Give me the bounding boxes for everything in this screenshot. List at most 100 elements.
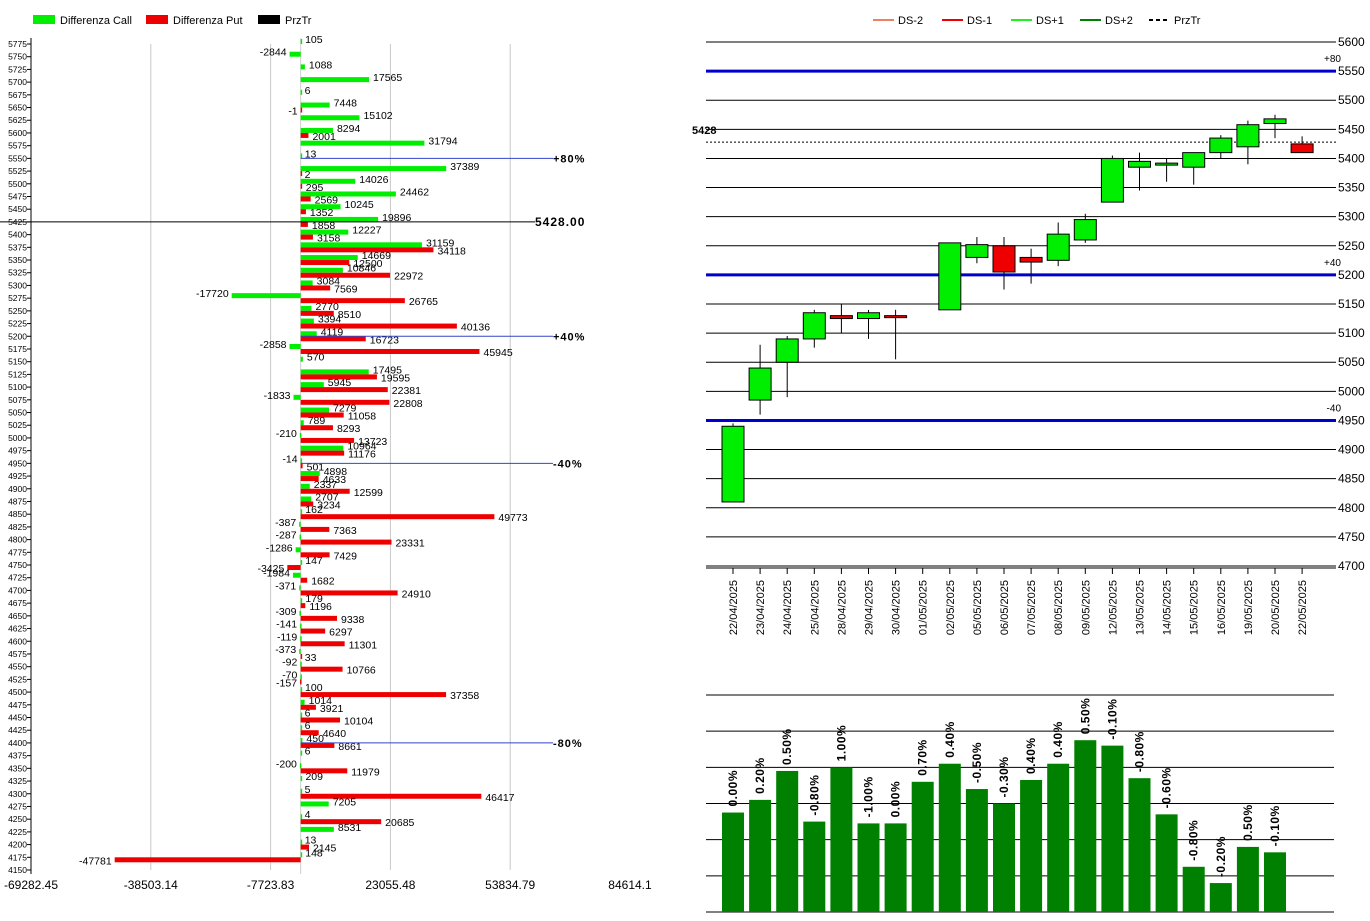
- strike-label: 4300: [8, 789, 27, 799]
- call-value-label: 7448: [334, 98, 358, 110]
- call-bar: [300, 839, 303, 845]
- call-bar: [299, 648, 301, 654]
- call-value-label: 8294: [337, 123, 361, 135]
- put-value-label: 22808: [393, 398, 422, 410]
- put-value-label: 34118: [437, 245, 466, 257]
- call-bar: [300, 382, 324, 388]
- x-tick-label: -38503.14: [124, 878, 178, 892]
- legend-swatch: [33, 15, 55, 24]
- x-tick-label: -7723.83: [247, 878, 295, 892]
- call-value-label: 148: [305, 847, 323, 859]
- strike-label: 4975: [8, 446, 27, 456]
- strike-label: 5150: [8, 357, 27, 367]
- put-bar: [300, 628, 326, 634]
- percent-label: -0.50%: [970, 742, 984, 783]
- percent-bar: [993, 803, 1015, 912]
- call-value-label: 14669: [362, 250, 391, 262]
- date-label: 24/04/2025: [782, 580, 794, 635]
- call-bar: [300, 229, 349, 235]
- call-value-label: 19896: [382, 212, 411, 224]
- put-value-label: 11058: [348, 411, 377, 423]
- put-bar: [300, 285, 331, 291]
- call-value-label: 570: [307, 352, 325, 364]
- put-value-label: 23331: [395, 538, 424, 550]
- put-bar: [300, 793, 482, 799]
- strike-label: 5475: [8, 191, 27, 201]
- put-bar: [300, 399, 390, 405]
- put-value-label: 4640: [323, 728, 347, 740]
- call-value-label: 10245: [345, 199, 374, 211]
- legend-label: Differenza Call: [60, 15, 132, 27]
- strike-label: 4350: [8, 763, 27, 773]
- candle-body: [1019, 256, 1043, 263]
- strike-label: 5025: [8, 420, 27, 430]
- put-value-label: 45945: [483, 347, 512, 359]
- y-tick-label: 4800: [1338, 501, 1365, 515]
- put-bar: [300, 221, 308, 227]
- strike-label: 5200: [8, 331, 27, 341]
- strike-label: 4800: [8, 535, 27, 545]
- put-value-label: 2001: [312, 131, 336, 143]
- call-bar: [300, 216, 379, 222]
- level-label: +40: [1324, 258, 1341, 269]
- put-value-label: 2145: [313, 843, 337, 855]
- date-label: 09/05/2025: [1080, 580, 1092, 635]
- strike-label: 4900: [8, 484, 27, 494]
- call-value-label: 24462: [400, 186, 429, 198]
- candle-body: [857, 312, 880, 320]
- percent-label: 0.40%: [1024, 737, 1038, 774]
- y-tick-label: 5300: [1338, 210, 1365, 224]
- call-value-label: 4: [305, 809, 311, 821]
- call-bar: [300, 166, 447, 172]
- put-bar: [300, 387, 388, 393]
- call-bar: [300, 661, 302, 667]
- y-tick-label: 5100: [1338, 326, 1365, 340]
- marker-label: -80%: [553, 738, 583, 750]
- y-tick-label: 5500: [1338, 93, 1365, 107]
- call-bar: [300, 852, 303, 858]
- percent-label: -0.80%: [807, 775, 821, 816]
- percent-label: 1.00%: [834, 725, 848, 762]
- legend-label: PrzTr: [1174, 15, 1201, 27]
- put-bar: [300, 132, 309, 138]
- call-bar: [300, 140, 425, 146]
- put-value-label: 3158: [317, 233, 341, 245]
- y-tick-label: 5550: [1338, 64, 1365, 78]
- put-bar: [300, 425, 333, 431]
- put-bar: [300, 323, 457, 329]
- strike-label: 4175: [8, 852, 27, 862]
- call-value-label: -210: [276, 428, 297, 440]
- call-bar: [300, 674, 302, 680]
- call-value-label: -200: [276, 758, 297, 770]
- candle-body: [1155, 162, 1179, 166]
- call-value-label: -17720: [196, 288, 229, 300]
- percent-bar: [911, 781, 934, 912]
- call-value-label: 789: [308, 415, 326, 427]
- put-value-label: 3921: [320, 703, 344, 715]
- put-value-label: 24910: [402, 588, 431, 600]
- call-bar: [300, 77, 370, 83]
- candle-body: [1209, 137, 1233, 154]
- put-bar: [300, 704, 316, 710]
- put-value-label: 22972: [394, 271, 423, 283]
- put-bar: [300, 260, 350, 266]
- percent-label: 0.40%: [943, 721, 957, 758]
- date-label: 20/05/2025: [1270, 580, 1282, 635]
- strike-label: 4250: [8, 814, 27, 824]
- call-value-label: 147: [305, 555, 323, 567]
- strike-label: 5075: [8, 395, 27, 405]
- strike-label: 4875: [8, 496, 27, 506]
- date-label: 28/04/2025: [836, 580, 848, 635]
- put-bar: [300, 819, 382, 825]
- call-value-label: 8531: [338, 822, 362, 834]
- call-bar: [289, 51, 301, 57]
- put-bar: [300, 514, 495, 520]
- strike-label: 4500: [8, 687, 27, 697]
- put-bar: [287, 565, 301, 571]
- strike-label: 5525: [8, 166, 27, 176]
- put-bar: [300, 641, 345, 647]
- put-value-label: 2569: [315, 194, 339, 206]
- put-value-label: 20685: [385, 817, 414, 829]
- put-bar: [300, 539, 392, 545]
- put-value-label: 19595: [381, 372, 410, 384]
